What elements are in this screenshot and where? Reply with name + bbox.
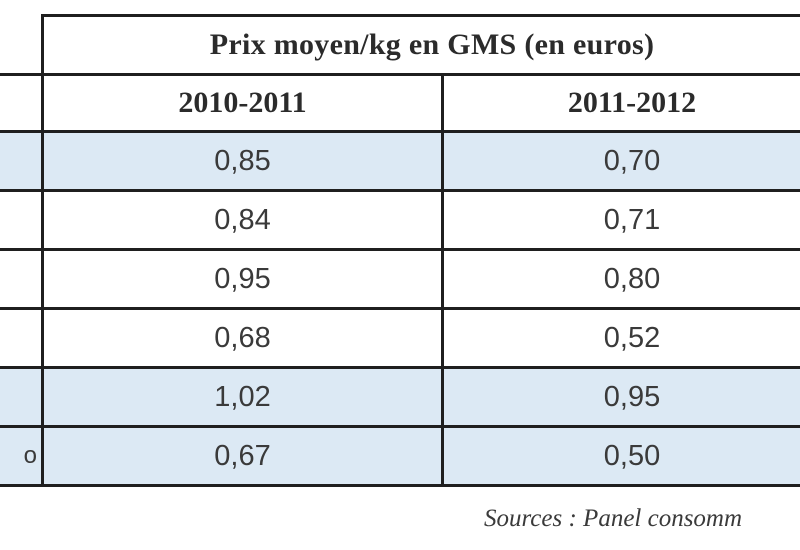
row-label: o — [0, 425, 44, 487]
cell-2010-2011: 0,85 — [41, 130, 444, 192]
table-row: o 0,67 0,50 — [0, 425, 800, 487]
column-header-row: 2010-2011 2011-2012 — [0, 73, 800, 133]
cell-2011-2012: 0,50 — [441, 425, 800, 487]
cell-2010-2011: 0,68 — [41, 307, 444, 369]
price-table: Prix moyen/kg en GMS (en euros) 2010-201… — [0, 14, 800, 487]
table-row: 0,84 0,71 — [0, 189, 800, 251]
table-title: Prix moyen/kg en GMS (en euros) — [41, 14, 800, 76]
row-label — [0, 366, 44, 428]
row-label-header — [0, 73, 44, 133]
column-header-2011-2012: 2011-2012 — [441, 73, 800, 133]
table-row: 0,68 0,52 — [0, 307, 800, 369]
cell-2010-2011: 1,02 — [41, 366, 444, 428]
table-row: 1,02 0,95 — [0, 366, 800, 428]
cell-2011-2012: 0,70 — [441, 130, 800, 192]
row-label — [0, 130, 44, 192]
column-header-2010-2011: 2010-2011 — [41, 73, 444, 133]
table-corner-cell — [0, 15, 44, 76]
row-label — [0, 248, 44, 310]
row-label — [0, 189, 44, 251]
cell-2011-2012: 0,71 — [441, 189, 800, 251]
cell-2011-2012: 0,52 — [441, 307, 800, 369]
table-row: 0,95 0,80 — [0, 248, 800, 310]
source-note: Sources : Panel consomm — [484, 505, 743, 532]
cell-2011-2012: 0,95 — [441, 366, 800, 428]
table-title-row: Prix moyen/kg en GMS (en euros) — [0, 14, 800, 76]
cell-2011-2012: 0,80 — [441, 248, 800, 310]
row-label — [0, 307, 44, 369]
cell-2010-2011: 0,95 — [41, 248, 444, 310]
cell-2010-2011: 0,84 — [41, 189, 444, 251]
cell-2010-2011: 0,67 — [41, 425, 444, 487]
table-row: 0,85 0,70 — [0, 130, 800, 192]
